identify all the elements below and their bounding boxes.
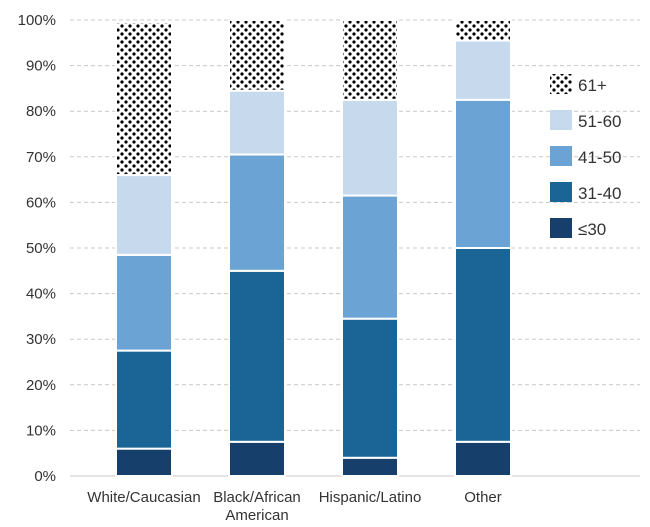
legend-swatch xyxy=(550,146,572,166)
legend-label: 41-50 xyxy=(578,148,621,167)
bar-segment xyxy=(341,98,399,197)
legend-label: ≤30 xyxy=(578,220,606,239)
bar-segment xyxy=(228,89,286,156)
y-tick-label: 70% xyxy=(26,149,56,166)
bar-segment xyxy=(115,349,173,450)
bar-segment xyxy=(454,440,512,477)
bar-segment xyxy=(454,19,512,42)
legend-label: 61+ xyxy=(578,76,607,95)
bar-segment xyxy=(228,440,286,477)
bar-segment xyxy=(228,269,286,443)
bar-segment xyxy=(115,253,173,352)
bar-segment xyxy=(454,39,512,101)
legend: 61+ 51-60 41-50 31-40 ≤30 xyxy=(550,74,621,239)
y-tick-label: 20% xyxy=(26,377,56,394)
bar-segment xyxy=(341,19,399,101)
bar-segment xyxy=(228,153,286,272)
bar-segment xyxy=(341,317,399,459)
y-tick-label: 30% xyxy=(26,331,56,348)
bar-segment xyxy=(228,19,286,92)
x-axis-labels: White/Caucasian Black/African American Hisp… xyxy=(87,489,501,524)
bars xyxy=(115,19,512,478)
bar-segment xyxy=(454,98,512,249)
y-tick-label: 0% xyxy=(34,468,56,485)
y-tick-label: 50% xyxy=(26,240,56,257)
bar-segment xyxy=(454,247,512,443)
bar-segment xyxy=(341,456,399,478)
y-tick-label: 90% xyxy=(26,58,56,75)
x-category-label: Hispanic/Latino xyxy=(319,489,422,506)
y-tick-label: 40% xyxy=(26,286,56,303)
y-tick-label: 100% xyxy=(18,12,56,29)
legend-swatch xyxy=(550,110,572,130)
y-tick-label: 80% xyxy=(26,103,56,120)
x-category-label: Other xyxy=(464,489,502,506)
x-category-label: White/Caucasian xyxy=(87,489,200,506)
legend-swatch xyxy=(550,182,572,202)
y-tick-label: 60% xyxy=(26,194,56,211)
legend-swatch xyxy=(550,74,572,94)
legend-swatch xyxy=(550,218,572,238)
bar-segment xyxy=(115,21,173,177)
legend-label: 31-40 xyxy=(578,184,621,203)
legend-label: 51-60 xyxy=(578,112,621,131)
y-tick-label: 10% xyxy=(26,422,56,439)
bar-segment xyxy=(115,447,173,478)
x-category-label: Black/African American xyxy=(213,489,301,524)
bar-segment xyxy=(115,174,173,256)
bar-segment xyxy=(341,194,399,320)
